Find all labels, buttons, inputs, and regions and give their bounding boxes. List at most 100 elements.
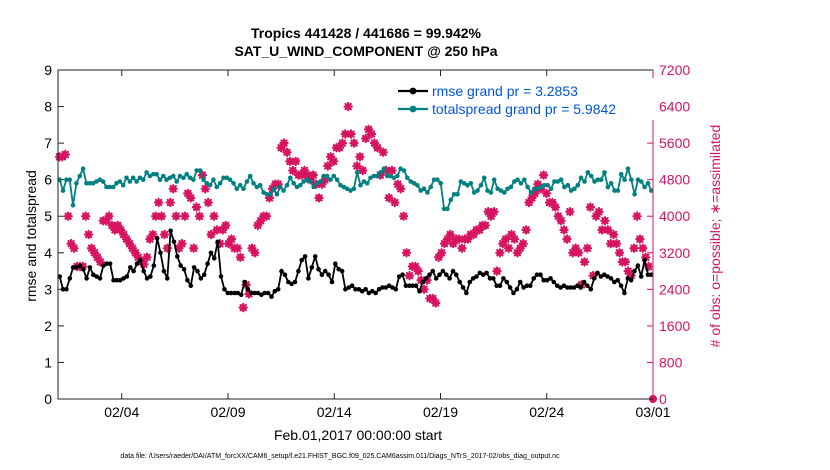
spread-point [395,173,400,179]
obs-marker-glyph [436,248,447,258]
obs-marker-glyph [600,216,610,226]
obs-marker-glyph [387,165,397,176]
obs-marker [320,174,330,185]
spread-point [378,170,383,175]
obs-marker-glyph [515,243,525,253]
y-tick-label-right: 4800 [659,172,690,188]
spread-point [391,175,397,181]
obs-marker-glyph [156,211,167,221]
rmse-point [343,287,348,292]
obs-marker-glyph [191,202,202,212]
obs-marker [448,238,458,249]
obs-marker [83,229,94,240]
spread-point [268,192,273,197]
obs-marker-glyph [223,238,234,249]
y-tick-label-right: 7200 [659,62,690,78]
obs-marker [585,202,595,212]
obs-marker [165,197,176,208]
obs-marker [168,184,178,194]
obs-marker [121,234,132,244]
obs-marker [378,147,388,158]
obs-marker [276,142,286,153]
obs-marker-glyph [428,293,438,304]
spread-point [502,190,507,195]
obs-marker-glyph [445,229,455,240]
obs-marker [416,275,426,285]
spread-point [451,192,457,197]
rmse-point [501,276,506,281]
rmse-point [588,287,594,292]
spread-point [438,181,444,186]
obs-marker [285,156,295,167]
obs-marker [568,248,578,258]
obs-marker [503,243,514,253]
rmse-point [635,263,641,268]
spread-point [344,186,350,192]
spread-point [525,184,530,190]
rmse-point [272,288,278,294]
obs-marker-glyph [582,243,593,253]
obs-marker [591,211,601,221]
rmse-point [80,266,86,272]
spread-point [281,188,286,193]
obs-marker [346,129,356,139]
obs-marker [369,138,380,148]
spread-point [217,181,223,186]
rmse-point [433,276,439,281]
y-tick-label-left: 5 [44,208,52,224]
x-tick-label: 03/01 [635,404,670,420]
obs-marker-glyph [632,211,642,221]
obs-marker-glyph [153,197,164,208]
obs-marker [372,142,383,153]
legend-box [390,78,656,120]
y-tick-label-left: 2 [44,318,52,334]
spread-point [181,175,186,181]
obs-count-markers [54,101,657,403]
spread-point [288,175,293,181]
spread-point [632,192,637,197]
spread-point [642,184,647,190]
spread-point [488,190,494,195]
rmse-point [195,268,200,274]
chart-title: Tropics 441428 / 441686 = 99.942% [251,25,482,41]
obs-marker [439,238,450,249]
obs-marker [387,165,397,176]
obs-marker-glyph [323,161,333,171]
spread-point [578,175,584,181]
obs-marker [556,216,566,226]
obs-marker-glyph [433,252,444,262]
obs-marker [480,220,490,231]
obs-marker [594,206,604,217]
obs-marker [124,238,135,249]
rmse-point [185,277,190,283]
spread-point [649,188,654,193]
obs-marker [288,165,298,176]
obs-marker-glyph [101,216,111,226]
y-tick-label-right: 4000 [659,208,690,224]
rmse-point [427,272,432,278]
obs-marker-glyph [104,211,114,221]
obs-marker [413,266,423,276]
rmse-point [467,279,473,285]
spread-point [385,173,390,179]
rmse-point [608,276,614,281]
obs-marker-glyph [60,149,71,160]
spread-point [475,188,480,193]
obs-marker [550,202,560,212]
obs-marker [247,243,257,253]
y-tick-label-right: 1600 [659,318,690,334]
y-axis-label-left: rmse and totalspread [23,170,39,302]
rmse-point [97,276,103,281]
rmse-point [454,272,459,278]
obs-marker [174,243,184,253]
obs-marker [541,188,552,199]
rmse-point [191,265,197,270]
spread-point [247,173,253,179]
spread-point [545,182,550,188]
obs-marker [153,197,164,208]
spread-point [211,177,216,182]
obs-marker [150,211,161,221]
spread-point [515,177,520,182]
spread-point [602,170,607,175]
obs-marker [495,248,505,258]
